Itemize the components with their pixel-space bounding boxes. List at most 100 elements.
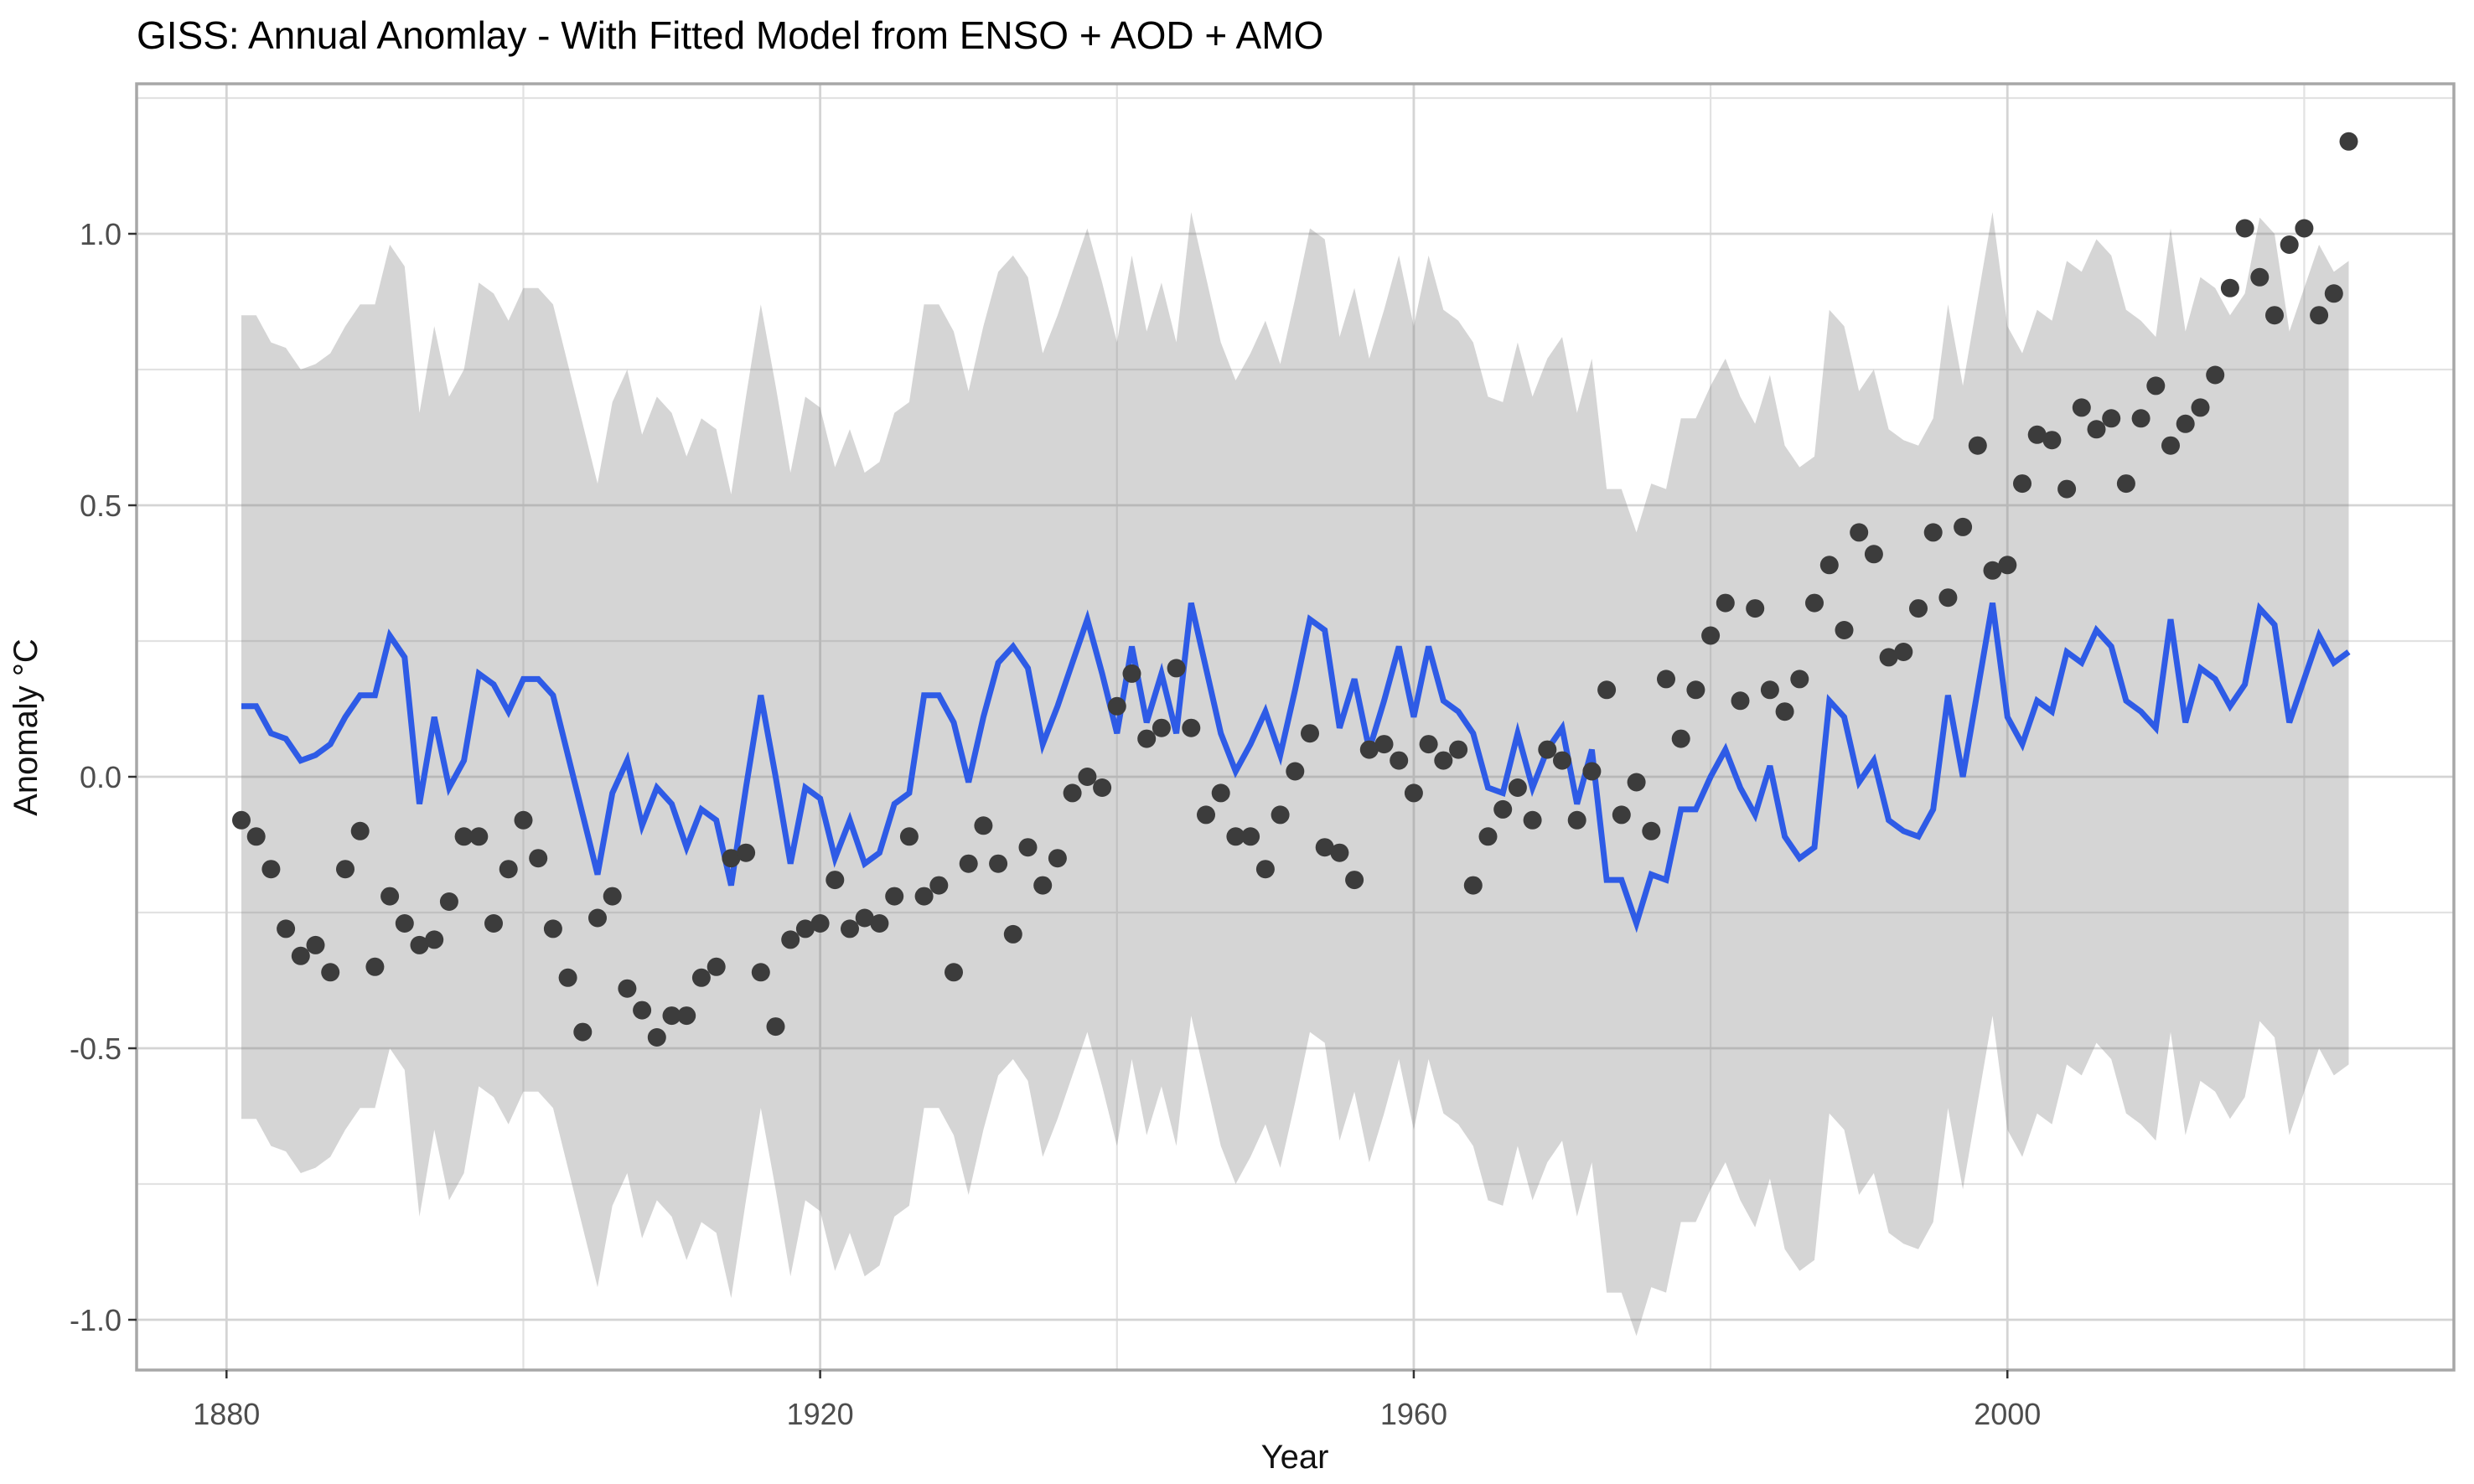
data-point [1063, 783, 1082, 803]
data-point [2176, 414, 2195, 433]
chart-title: GISS: Annual Anomlay - With Fitted Model… [137, 13, 1323, 57]
data-point [1286, 762, 1305, 781]
data-point [2295, 219, 2314, 238]
data-point [410, 935, 429, 954]
data-point [855, 908, 874, 928]
y-tick-label: -1.0 [70, 1303, 122, 1337]
x-tick-label: 1960 [1380, 1397, 1447, 1431]
data-point [1107, 696, 1126, 716]
data-point [1657, 670, 1675, 689]
data-point [1968, 436, 1987, 455]
axis-tick-marks [128, 232, 2009, 1378]
data-point [1538, 740, 1557, 759]
data-point [2057, 479, 2077, 499]
data-point [989, 854, 1008, 873]
data-point [1122, 664, 1141, 683]
data-point [2072, 398, 2091, 417]
data-point [1197, 805, 1215, 825]
data-point [737, 843, 756, 862]
data-point [2235, 219, 2254, 238]
data-point [514, 810, 533, 830]
panel-border [135, 82, 2456, 1372]
data-point [277, 919, 296, 938]
data-point [1255, 860, 1275, 879]
data-point [1835, 621, 1854, 639]
data-point [529, 849, 548, 868]
data-point [2087, 420, 2106, 439]
data-point [2280, 235, 2299, 254]
data-point [2102, 409, 2121, 428]
data-point [826, 871, 845, 890]
observed-data-points [232, 132, 2358, 1047]
data-point [1523, 810, 1542, 830]
data-point [2220, 278, 2239, 297]
data-point [1567, 810, 1586, 830]
data-point [2013, 474, 2031, 494]
data-point [914, 887, 934, 906]
y-tick-label: 0.5 [80, 489, 122, 523]
data-point [454, 827, 474, 846]
data-point [781, 930, 800, 949]
data-point [633, 1001, 652, 1020]
data-point [1315, 838, 1334, 857]
data-point [1612, 805, 1631, 825]
data-point [1271, 805, 1290, 825]
data-point [1301, 724, 1319, 743]
data-point [1686, 680, 1705, 700]
data-point [439, 892, 458, 911]
data-point [469, 827, 489, 846]
data-point [2324, 284, 2343, 303]
data-point [1671, 729, 1690, 748]
data-point [2265, 306, 2284, 325]
data-point [2116, 474, 2135, 494]
data-point [1894, 643, 1913, 661]
data-point [885, 887, 904, 906]
data-point [1033, 876, 1053, 895]
x-tick-label: 1920 [787, 1397, 854, 1431]
data-point [1390, 751, 1409, 770]
data-point [1923, 523, 1943, 542]
data-point [677, 1006, 696, 1026]
data-point [1983, 561, 2002, 580]
data-point [2206, 365, 2225, 385]
data-point [1850, 523, 1869, 542]
data-point [1093, 778, 1112, 797]
data-point [899, 827, 919, 846]
data-point [1211, 783, 1230, 803]
data-point [1716, 593, 1735, 613]
data-point [795, 919, 815, 938]
data-point [484, 914, 503, 933]
data-point [1463, 876, 1483, 895]
y-axis-title: Anomaly °C [8, 639, 44, 816]
data-point [1182, 718, 1201, 737]
data-point [1701, 626, 1721, 645]
data-point [929, 876, 949, 895]
x-axis-title: Year [1261, 1439, 1329, 1476]
data-point [1582, 762, 1602, 781]
data-point [1404, 783, 1423, 803]
y-tick-label: 1.0 [80, 217, 122, 251]
data-point [1449, 740, 1468, 759]
data-point [1627, 773, 1646, 792]
data-point [2042, 431, 2062, 450]
y-axis-tick-labels: -1.0 -0.5 0.0 0.5 1.0 [70, 217, 122, 1337]
data-point [1553, 751, 1571, 770]
data-point [1775, 702, 1794, 721]
data-point [261, 860, 281, 879]
data-point [395, 914, 414, 933]
data-point [558, 968, 577, 987]
data-point [543, 919, 562, 938]
data-point [573, 1022, 593, 1042]
data-point [1078, 768, 1097, 786]
data-point [588, 908, 607, 928]
data-point [350, 821, 370, 840]
data-point [1359, 740, 1379, 759]
data-point [722, 849, 741, 868]
data-point [1879, 648, 1898, 667]
data-point [1954, 517, 1973, 536]
gridlines-minor [137, 84, 2454, 1370]
data-point [618, 979, 637, 998]
data-point [1508, 778, 1527, 797]
